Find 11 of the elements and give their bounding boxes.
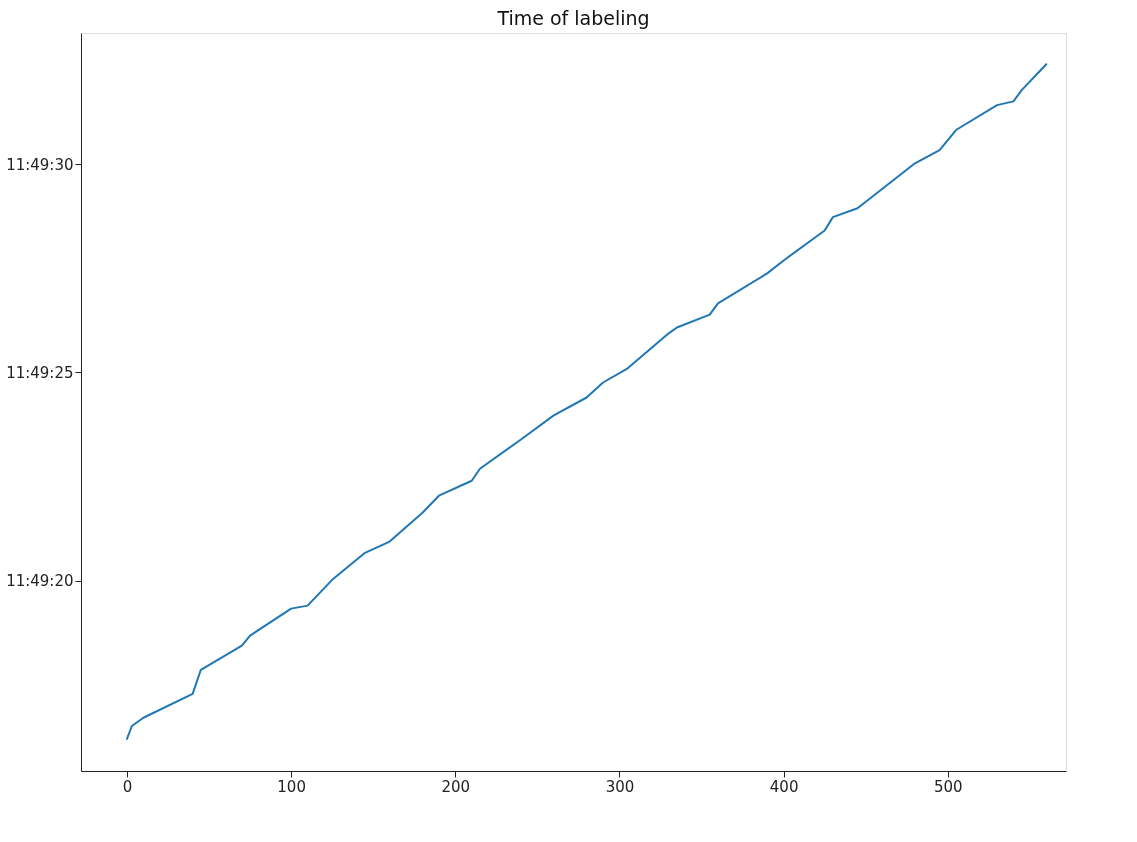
y-tick-label: 11:49:25 (6, 363, 74, 382)
line-series (125, 63, 1048, 740)
x-tick-label: 300 (605, 777, 635, 796)
x-tick-label: 400 (769, 777, 799, 796)
y-tick-label: 11:49:30 (6, 155, 74, 174)
y-tick-label: 11:49:20 (6, 572, 74, 591)
x-tick-label: 0 (122, 777, 133, 796)
chart-title: Time of labeling (496, 7, 650, 29)
x-tick-label: 500 (933, 777, 963, 796)
x-tick-label: 100 (277, 777, 306, 796)
x-tick-label: 200 (441, 777, 471, 796)
